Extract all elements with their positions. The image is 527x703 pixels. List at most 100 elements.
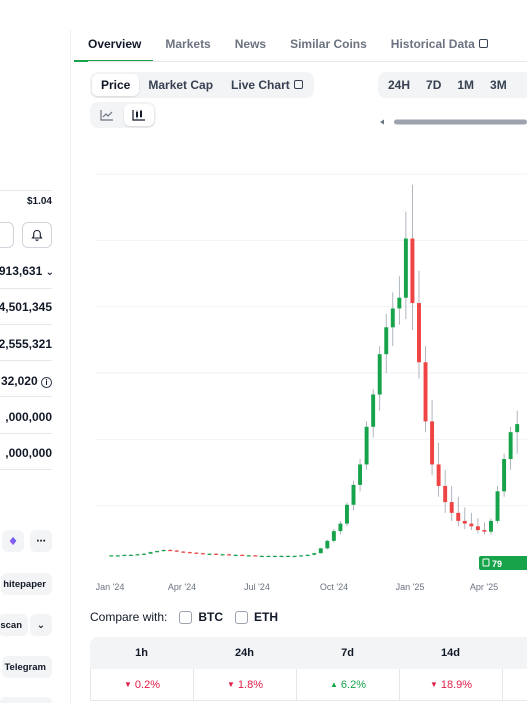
candle-body (502, 459, 507, 492)
price-tag-icon (482, 558, 490, 567)
candle (187, 551, 192, 554)
candle (384, 313, 389, 373)
candle (364, 421, 369, 470)
sidebar-divider (0, 324, 52, 325)
candle-body (187, 552, 192, 554)
candle-body (259, 555, 264, 558)
range-1m[interactable]: 1M (457, 78, 475, 92)
candle (122, 554, 127, 556)
header-7d: 7d (341, 647, 354, 659)
candle-body (122, 554, 127, 556)
candle (148, 551, 153, 554)
candle (233, 554, 238, 556)
tab-similar-coins[interactable]: Similar Coins (290, 30, 367, 60)
candle (430, 399, 435, 476)
candle (397, 276, 402, 325)
scroll-thumb[interactable] (394, 119, 527, 125)
chart-gridlines (96, 173, 527, 507)
volume-value: 2,555,321 (0, 337, 52, 351)
candle-body (482, 530, 487, 532)
total-supply-value: ,000,000 (5, 410, 52, 424)
info-icon[interactable]: i (41, 377, 52, 388)
range-7d[interactable]: 7D (426, 78, 442, 92)
tab-label: Markets (165, 37, 211, 51)
range-24h[interactable]: 24H (388, 78, 411, 92)
compare-btc-checkbox[interactable]: BTC (179, 610, 223, 624)
coin-page-tabs: Overview Markets News Similar Coins Hist… (73, 30, 512, 62)
candle-body (200, 553, 205, 555)
candlestick-view-button[interactable] (124, 104, 154, 126)
whitepaper-link[interactable]: hitepaper (1, 573, 52, 595)
price-change-value-row: ▼ 0.2% ▼ 1.8% ▲ 6.2% ▼ 18.9% (90, 669, 527, 701)
candle-body (515, 424, 520, 433)
candle-body (449, 502, 454, 513)
change-14d: ▼ 18.9% (400, 669, 503, 700)
scroll-left-arrow-icon[interactable] (380, 119, 384, 125)
candle-body (299, 555, 304, 557)
candle (502, 453, 507, 497)
header-14d: 14d (441, 647, 460, 659)
candle (253, 554, 258, 557)
candle (272, 555, 277, 558)
chart-navigator-scrollbar[interactable] (380, 118, 527, 126)
candle-body (128, 554, 133, 556)
candle (351, 480, 356, 511)
current-price-badge (479, 556, 527, 570)
portfolio-button[interactable] (0, 222, 14, 248)
live-chart-label: Live Chart (231, 78, 290, 92)
candle-body (220, 554, 225, 556)
candle-body (430, 421, 435, 465)
candle-body (384, 327, 389, 355)
candle (423, 346, 428, 433)
sidebar-divider (0, 396, 52, 397)
candle-body (475, 526, 480, 531)
candle-body (305, 554, 310, 556)
more-chains-button[interactable]: ⋯ (30, 530, 52, 552)
compare-eth-checkbox[interactable]: ETH (235, 610, 278, 624)
market-cap-option[interactable]: Market Cap (148, 78, 214, 92)
circulating-supply-row: 32,020 i (1, 374, 52, 388)
ethereum-icon (9, 536, 17, 546)
candle (299, 554, 304, 557)
chain-button[interactable] (2, 530, 24, 552)
line-chart-icon (100, 110, 113, 121)
line-view-button[interactable] (92, 104, 122, 126)
market-cap-row[interactable]: 913,631 ⌄ (0, 264, 54, 278)
candle-body (155, 551, 160, 553)
candle-body (423, 362, 428, 422)
candle-body (272, 555, 277, 558)
candle (161, 549, 166, 552)
candle-body (207, 553, 212, 555)
column-divider (70, 30, 71, 703)
explorer-link[interactable]: scan (0, 614, 28, 636)
sidebar-divider (0, 288, 52, 289)
down-arrow-icon: ▼ (227, 680, 235, 689)
candle (207, 553, 212, 555)
candle-body (397, 297, 402, 309)
candle-body (456, 512, 461, 521)
candle (475, 518, 480, 534)
tab-historical-data[interactable]: Historical Data (391, 30, 488, 60)
tab-label: Similar Coins (290, 37, 367, 51)
range-3m[interactable]: 3M (490, 78, 507, 92)
live-chart-option[interactable]: Live Chart (222, 74, 312, 96)
community-link[interactable] (0, 697, 52, 703)
tab-markets[interactable]: Markets (165, 30, 210, 60)
telegram-link[interactable]: Telegram (2, 656, 52, 678)
chart-type-selector: Price Market Cap Live Chart (90, 72, 314, 98)
candle (312, 552, 317, 556)
current-price-tag: 79 (479, 556, 527, 570)
tab-news[interactable]: News (235, 30, 266, 60)
candle-body (253, 555, 258, 557)
price-value: $1.04 (26, 196, 52, 207)
header-1h: 1h (135, 647, 148, 659)
candle (436, 442, 441, 497)
explorer-dropdown-button[interactable]: ⌄ (30, 614, 52, 636)
price-alert-button[interactable] (22, 222, 52, 248)
change-7d-value: 6.2% (340, 678, 366, 691)
candle-body (161, 549, 166, 552)
candle (318, 547, 323, 554)
tab-overview[interactable]: Overview (73, 30, 154, 62)
sidebar-divider (0, 360, 52, 361)
price-option[interactable]: Price (92, 74, 140, 96)
